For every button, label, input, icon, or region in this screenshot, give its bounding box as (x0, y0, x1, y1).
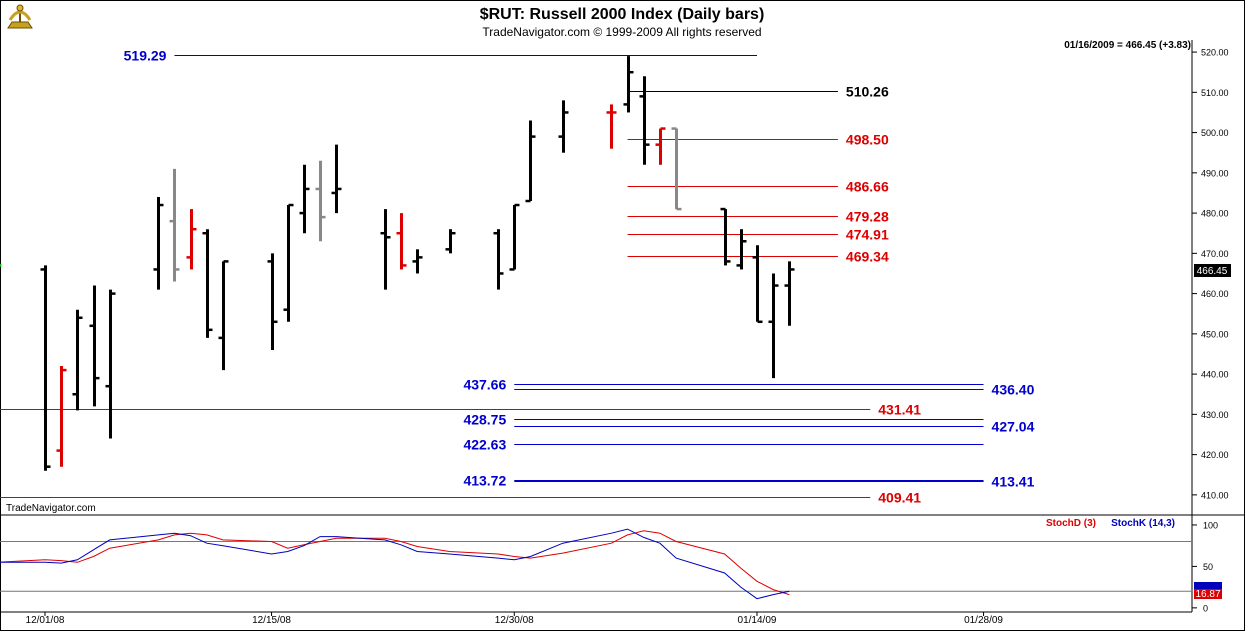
last-price-label: 466.45 (1197, 266, 1228, 277)
last-price-box (1194, 264, 1231, 277)
time-tick-label: 01/28/09 (964, 615, 1003, 626)
ohlc-bar (331, 144, 342, 214)
ohlc-bar (445, 229, 456, 254)
ohlc-bars (0, 56, 795, 471)
level-label: 422.63 (463, 437, 506, 453)
level-label: 486.66 (846, 179, 889, 195)
ohlc-bar (720, 207, 731, 266)
ohlc-bar (202, 229, 213, 338)
price-axis: 410.00 420.00 430.00 440.00 450.00 460.00 470.… (1192, 48, 1229, 500)
stochk-last-box (1194, 582, 1222, 591)
price-tick-label: 440.00 (1201, 370, 1229, 380)
price-tick-label: 500.00 (1201, 128, 1229, 138)
price-tick-label: 490.00 (1201, 168, 1229, 178)
price-tick-label: 420.00 (1201, 450, 1229, 460)
ohlc-bar (525, 120, 536, 203)
stoch-series-line (0, 528, 790, 600)
price-tick-label: 410.00 (1201, 490, 1229, 500)
ohlc-bar (299, 164, 310, 234)
ohlc-bar (153, 196, 164, 290)
stochastic-pane (0, 528, 790, 600)
ohlc-bar (639, 76, 650, 165)
price-readout: 01/16/2009 = 466.45 (+3.83) (1064, 40, 1191, 51)
level-label: 510.26 (846, 84, 889, 100)
legend-stochd: StochD (3) (1046, 518, 1096, 529)
ohlc-bar (558, 100, 569, 153)
ohlc-bar (606, 104, 617, 149)
price-levels: 519.29 510.26 498.50 486.66 479.28 474.91 469.… (0, 48, 1035, 506)
watermark-text: TradeNavigator.com (6, 503, 96, 514)
ohlc-bar (315, 160, 326, 242)
ohlc-bar (380, 209, 391, 290)
ohlc-bar (72, 309, 83, 411)
level-label: 469.34 (846, 249, 889, 265)
price-tick-label: 450.00 (1201, 329, 1229, 339)
osc-tick-label: 50 (1203, 562, 1213, 572)
ohlc-bar (509, 203, 520, 271)
level-label: 436.40 (992, 382, 1035, 398)
legend-stochk: StochK (14,3) (1111, 518, 1175, 529)
ohlc-bar (396, 213, 407, 270)
ohlc-bar (186, 209, 197, 270)
osc-tick-label: 100 (1203, 520, 1218, 530)
chart-title: $RUT: Russell 2000 Index (Daily bars) (480, 6, 765, 23)
price-tick-label: 460.00 (1201, 289, 1229, 299)
ohlc-bar (56, 366, 67, 467)
ohlc-bar (752, 245, 763, 324)
price-tick-label: 510.00 (1201, 88, 1229, 98)
ohlc-bar (493, 229, 504, 290)
ohlc-bar (105, 289, 116, 439)
ohlc-bar (784, 261, 795, 326)
ohlc-bar (671, 127, 682, 211)
ohlc-bar (169, 168, 180, 282)
level-label: 413.41 (992, 474, 1035, 490)
ohlc-bar (283, 203, 294, 322)
ohlc-bar (768, 273, 779, 379)
price-tick-label: 520.00 (1201, 48, 1229, 58)
price-tick-label: 470.00 (1201, 249, 1229, 259)
sextant-logo-icon (7, 4, 33, 29)
ohlc-bar (736, 229, 747, 270)
level-label: 431.41 (878, 402, 921, 418)
level-label: 498.50 (846, 132, 889, 148)
ohlc-bar (89, 285, 100, 407)
price-tick-label: 480.00 (1201, 209, 1229, 219)
copyright-text: TradeNavigator.com © 1999-2009 All right… (482, 25, 761, 39)
time-tick-label: 12/30/08 (495, 615, 534, 626)
stochd-last-box (1194, 589, 1222, 599)
ohlc-bar (623, 56, 634, 113)
oscillator-axis: 100 50 0 (0, 520, 1218, 613)
ohlc-bar (0, 264, 2, 267)
level-label: 409.41 (878, 490, 921, 506)
level-label: 474.91 (846, 227, 889, 243)
ohlc-bar (267, 253, 278, 350)
ohlc-bar (655, 127, 666, 165)
time-tick-label: 12/15/08 (252, 615, 291, 626)
level-label: 519.29 (124, 48, 167, 64)
stoch-series-line (0, 530, 790, 596)
time-tick-label: 01/14/09 (738, 615, 777, 626)
level-label: 413.72 (463, 473, 506, 489)
ohlc-bar (412, 249, 423, 274)
time-axis: 12/01/08 12/15/08 12/30/08 01/14/09 01/28/09 (26, 612, 1003, 626)
level-label: 437.66 (463, 377, 506, 393)
price-tick-label: 430.00 (1201, 410, 1229, 420)
osc-tick-label: 0 (1203, 603, 1208, 613)
level-label: 427.04 (992, 419, 1035, 435)
ohlc-bar (40, 265, 51, 471)
time-tick-label: 12/01/08 (26, 615, 65, 626)
level-label: 479.28 (846, 209, 889, 225)
level-label: 428.75 (463, 412, 506, 428)
ohlc-bar (218, 260, 229, 371)
stoch-last-label: 16.87 (1195, 589, 1220, 600)
